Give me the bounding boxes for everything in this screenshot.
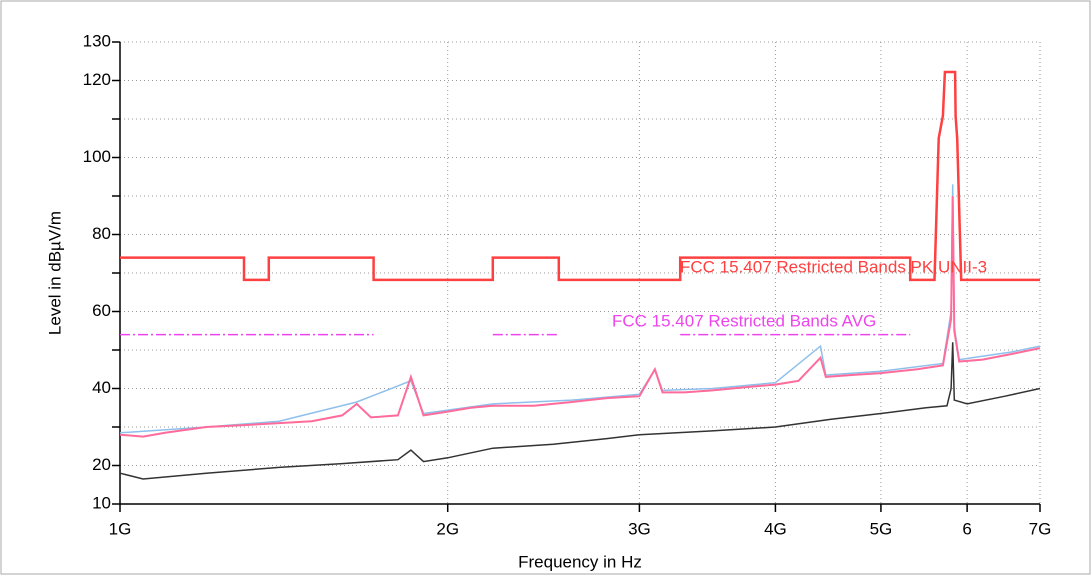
- y-tick-label: 60: [92, 301, 111, 320]
- y-tick-label: 40: [92, 378, 111, 397]
- x-tick-label: 2G: [436, 519, 459, 538]
- x-tick-label: 1G: [109, 519, 132, 538]
- series-label: FCC 15.407 Restricted Bands AVG: [612, 311, 876, 330]
- x-axis-label: Frequency in Hz: [518, 552, 642, 571]
- x-tick-label: 5G: [870, 519, 893, 538]
- x-tick-label: 6: [962, 519, 971, 538]
- series-line: [120, 70, 1040, 282]
- y-tick-label: 120: [83, 70, 111, 89]
- y-tick-label: 10: [92, 493, 111, 512]
- y-tick-label: 130: [83, 31, 111, 50]
- series-line: [119, 342, 1041, 480]
- series-line: [119, 195, 1041, 438]
- x-tick-label: 4G: [764, 519, 787, 538]
- y-axis-label: Level in dBµV/m: [45, 211, 64, 335]
- y-tick-label: 20: [92, 455, 111, 474]
- y-tick-label: 80: [92, 224, 111, 243]
- x-tick-label: 7G: [1029, 519, 1052, 538]
- series-line: [119, 184, 1041, 434]
- x-tick-label: 3G: [628, 519, 651, 538]
- y-tick-label: 100: [83, 147, 111, 166]
- series-label: FCC 15.407 Restricted Bands PK UNII-3: [680, 257, 987, 276]
